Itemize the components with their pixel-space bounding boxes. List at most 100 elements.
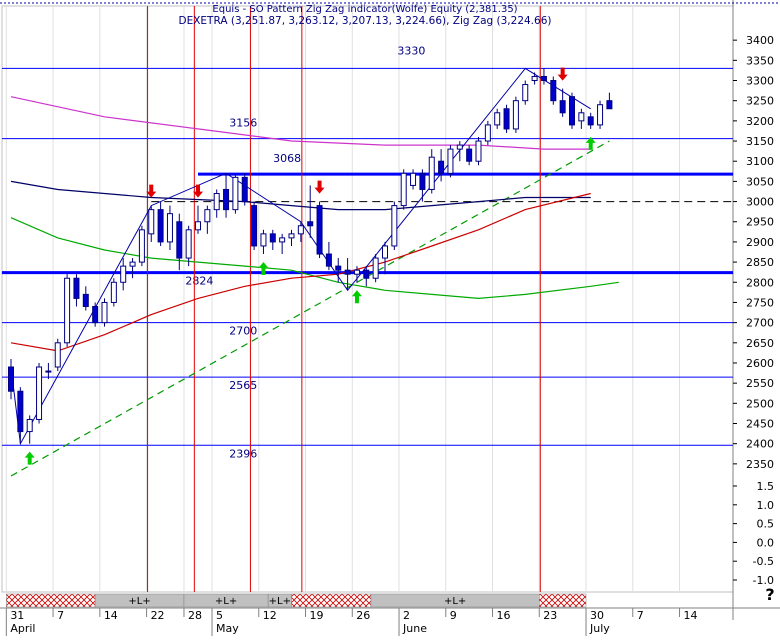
status-segment bbox=[539, 593, 587, 608]
candle-body bbox=[494, 112, 501, 126]
candle-body bbox=[213, 192, 220, 211]
candle-body bbox=[279, 237, 286, 243]
candle-body bbox=[512, 100, 519, 130]
candle-body bbox=[129, 261, 136, 267]
candle-body bbox=[297, 225, 304, 235]
header-line-2: DEXETRA (3,251.87, 3,263.12, 3,207.13, 3… bbox=[179, 15, 552, 27]
date-tick-label: 26 bbox=[356, 609, 370, 622]
price-tick-label: 3200 bbox=[746, 115, 774, 128]
candle-body bbox=[45, 370, 52, 373]
candle-body bbox=[344, 269, 351, 275]
ma-green-line bbox=[10, 217, 619, 300]
indicator-tick-label: -1.0 bbox=[753, 574, 774, 587]
candle-body bbox=[597, 104, 604, 126]
candle-body bbox=[251, 205, 258, 247]
candle-body bbox=[587, 116, 594, 126]
price-tick-label: 2400 bbox=[746, 438, 774, 451]
month-tick-label: July bbox=[589, 622, 610, 635]
month-tick-label: April bbox=[10, 622, 35, 635]
candle-body bbox=[503, 108, 510, 130]
candle-body bbox=[8, 366, 14, 392]
price-tick-label: 3250 bbox=[746, 95, 774, 108]
level-label: 2396 bbox=[229, 447, 257, 460]
buy-arrow-icon bbox=[24, 451, 35, 465]
status-segment-label: +L+ bbox=[444, 596, 466, 607]
indicator-tick-label: 1.5 bbox=[757, 480, 775, 493]
candle-body bbox=[64, 277, 71, 344]
candle-body bbox=[540, 75, 547, 82]
indicator-tick-label: 1.0 bbox=[757, 499, 775, 512]
candle-body bbox=[54, 342, 61, 368]
price-tick-label: 2850 bbox=[746, 256, 774, 269]
candle-body bbox=[382, 245, 388, 259]
candle-body bbox=[484, 124, 491, 142]
help-qmark[interactable]: ? bbox=[765, 585, 774, 604]
price-tick-label: 2900 bbox=[746, 236, 774, 249]
candle-body bbox=[353, 269, 360, 275]
status-segment bbox=[291, 593, 372, 608]
date-tick-label: 7 bbox=[637, 609, 644, 622]
price-tick-label: 3400 bbox=[746, 34, 774, 47]
candle-body bbox=[26, 418, 33, 433]
candle-body bbox=[456, 144, 463, 150]
candle-body bbox=[335, 265, 342, 271]
candle-body bbox=[363, 269, 370, 279]
candle-body bbox=[531, 75, 538, 82]
candle-body bbox=[260, 233, 267, 247]
indicator-tick-label: 0.5 bbox=[757, 518, 775, 531]
candle-body bbox=[157, 209, 164, 243]
candle-body bbox=[148, 209, 155, 235]
price-tick-label: 2350 bbox=[746, 458, 774, 471]
candle-body bbox=[428, 156, 435, 190]
price-tick-label: 2550 bbox=[746, 377, 774, 390]
level-label: 2565 bbox=[229, 379, 257, 392]
candle-body bbox=[195, 221, 201, 231]
sell-arrow-icon bbox=[146, 184, 157, 198]
date-tick-label: 2 bbox=[403, 609, 410, 622]
candle-body bbox=[419, 172, 426, 190]
price-tick-label: 3300 bbox=[746, 75, 774, 88]
candle-body bbox=[92, 305, 99, 324]
month-tick-label: May bbox=[216, 622, 239, 635]
price-tick-label: 2650 bbox=[746, 337, 774, 350]
date-tick-label: 31 bbox=[10, 609, 24, 622]
candle-body bbox=[185, 229, 192, 259]
sell-arrow-icon bbox=[557, 67, 568, 81]
buy-arrow-icon bbox=[585, 136, 596, 150]
candle-body bbox=[578, 112, 585, 122]
zigzag-line bbox=[10, 67, 591, 446]
candle-body bbox=[101, 301, 108, 324]
buy-arrow-icon bbox=[258, 262, 269, 276]
date-tick-label: 14 bbox=[104, 609, 118, 622]
candle-body bbox=[73, 277, 80, 299]
level-label: 3068 bbox=[273, 152, 301, 165]
ma-magenta-line bbox=[10, 96, 591, 150]
price-tick-label: 3000 bbox=[746, 196, 774, 209]
status-segment-label: +L+ bbox=[128, 596, 150, 607]
candle-body bbox=[522, 84, 529, 102]
candle-body bbox=[269, 233, 276, 243]
candle-body bbox=[606, 100, 613, 110]
candle-body bbox=[232, 176, 239, 211]
date-tick-label: 9 bbox=[450, 609, 457, 622]
date-tick-label: 22 bbox=[151, 609, 165, 622]
price-tick-label: 2700 bbox=[746, 317, 774, 330]
candle-body bbox=[316, 205, 323, 255]
trendline bbox=[10, 140, 610, 477]
date-tick-label: 7 bbox=[57, 609, 64, 622]
candle-body bbox=[559, 100, 566, 114]
candle-body bbox=[288, 233, 295, 239]
candle-body bbox=[475, 140, 482, 162]
sell-arrow-icon bbox=[193, 184, 203, 198]
price-tick-label: 3100 bbox=[746, 155, 774, 168]
level-label: 2824 bbox=[185, 275, 213, 288]
buy-arrow-icon bbox=[351, 290, 362, 304]
date-tick-label: 28 bbox=[188, 609, 202, 622]
candle-body bbox=[17, 390, 24, 433]
price-tick-label: 2500 bbox=[746, 397, 774, 410]
date-tick-label: 16 bbox=[497, 609, 511, 622]
candle-body bbox=[400, 172, 407, 207]
candle-body bbox=[120, 265, 127, 283]
